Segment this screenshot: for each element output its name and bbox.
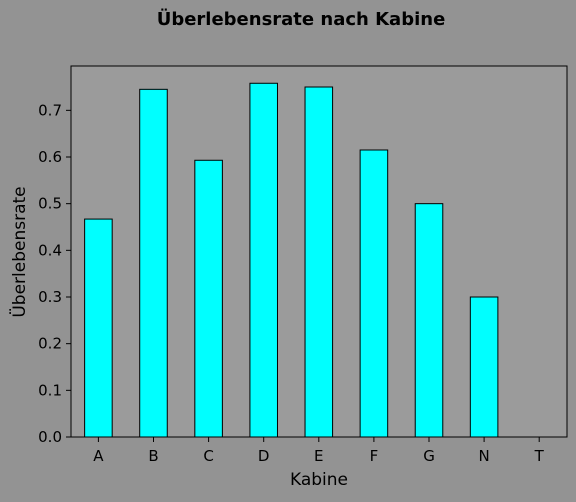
- y-tick-label-2: 0.2: [38, 335, 62, 353]
- ticks-layer: A B C D E F G N T 0.0 0.1 0.2 0.3 0.4 0.5 0.6 0.7: [38, 101, 544, 465]
- y-tick-label-6: 0.6: [38, 148, 62, 166]
- x-tick-label-N: N: [478, 447, 489, 465]
- bar-A: [84, 218, 113, 438]
- bar-E: [304, 86, 334, 438]
- x-axis-label: Kabine: [290, 470, 348, 490]
- bar-C: [194, 159, 223, 438]
- bar-D: [249, 82, 278, 438]
- bars-layer: [84, 82, 499, 438]
- bar-N: [469, 296, 499, 438]
- x-tick-label-E: E: [314, 447, 323, 465]
- y-tick-label-3: 0.3: [38, 288, 62, 306]
- bar-F: [359, 149, 389, 438]
- y-tick-label-7: 0.7: [38, 101, 62, 119]
- plot-frame: [70, 65, 568, 438]
- x-tick-label-A: A: [93, 447, 104, 465]
- x-tick-label-C: C: [203, 447, 213, 465]
- bar-B: [139, 88, 168, 438]
- y-tick-label-0: 0.0: [38, 428, 62, 446]
- x-tick-label-F: F: [370, 447, 379, 465]
- y-tick-label-4: 0.4: [38, 241, 62, 259]
- chart-title: Überlebensrate nach Kabine: [157, 8, 446, 30]
- y-tick-label-1: 0.1: [38, 381, 62, 399]
- bar-G: [414, 203, 444, 438]
- x-tick-label-B: B: [148, 447, 158, 465]
- y-axis-label: Überlebensrate: [8, 186, 30, 317]
- y-tick-label-5: 0.5: [38, 195, 62, 213]
- x-tick-label-D: D: [258, 447, 270, 465]
- x-tick-label-G: G: [423, 447, 435, 465]
- x-tick-label-T: T: [534, 447, 545, 465]
